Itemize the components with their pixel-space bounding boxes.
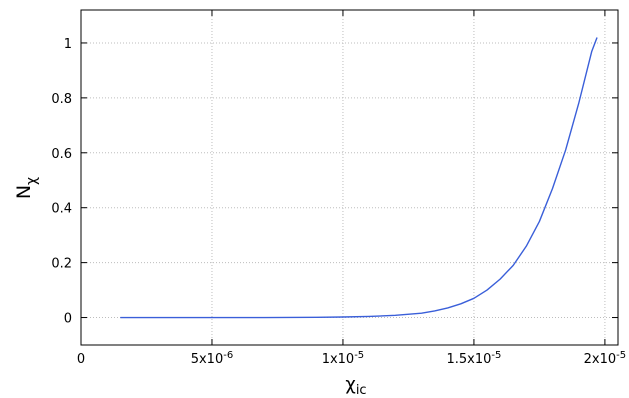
y-tick-label: 0 — [64, 312, 72, 327]
plot-frame — [80, 9, 619, 346]
series-group — [120, 37, 598, 319]
y-tick-label: 1 — [64, 37, 72, 52]
y-tick-label: 0.6 — [51, 147, 72, 162]
x-tick-label: 2x10-5 — [584, 350, 627, 367]
axis-ticks: 0 5x10-6 1x10-5 1.5x10-5 2x10-5 0 0.2 0.4 0.6 0.8… — [51, 10, 626, 367]
y-tick-label: 0.2 — [51, 257, 72, 272]
x-tick-label: 0 — [77, 352, 85, 367]
x-axis-label: χic — [345, 374, 366, 398]
series-line — [120, 37, 598, 319]
x-tick-label: 1.5x10-5 — [446, 350, 501, 367]
grid-lines — [81, 10, 618, 345]
y-axis-label: Nχ — [13, 177, 40, 199]
y-tick-label: 0.8 — [51, 92, 72, 107]
y-tick-label: 0.4 — [51, 202, 72, 217]
x-tick-label: 1x10-5 — [322, 350, 365, 367]
x-tick-label: 5x10-6 — [191, 350, 234, 367]
